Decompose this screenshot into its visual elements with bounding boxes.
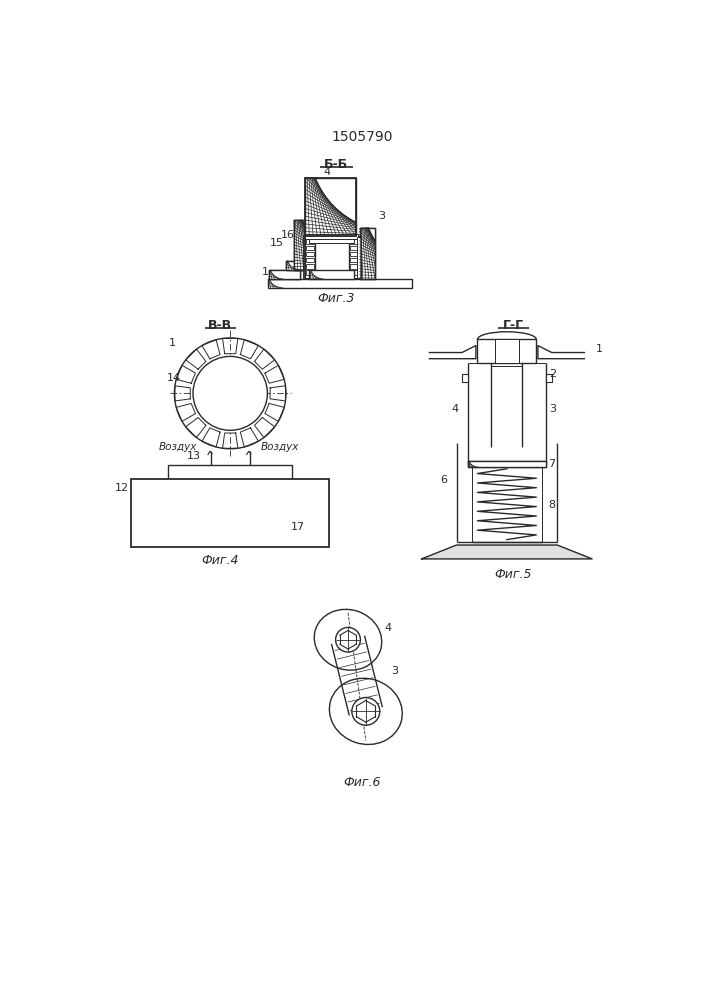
Bar	[305, 178, 356, 235]
Text: Фиг.3: Фиг.3	[317, 292, 355, 305]
Bar	[306, 239, 314, 244]
Text: Г-Г: Г-Г	[503, 319, 524, 332]
Text: 12: 12	[115, 483, 129, 493]
Text: 4: 4	[385, 623, 392, 633]
Text: В-В: В-В	[208, 319, 232, 332]
Bar	[356, 237, 361, 278]
Text: 1: 1	[262, 267, 269, 277]
Ellipse shape	[314, 609, 382, 670]
Text: 3: 3	[378, 211, 385, 221]
Text: 17: 17	[291, 522, 305, 532]
Text: Фиг.5: Фиг.5	[494, 568, 532, 581]
Bar	[306, 252, 314, 256]
Text: 14: 14	[168, 373, 182, 383]
Bar	[168, 465, 292, 479]
Bar	[305, 178, 356, 235]
Bar	[349, 239, 357, 244]
Bar	[131, 479, 329, 547]
Text: 13: 13	[187, 451, 201, 461]
Bar	[349, 270, 357, 275]
Text: Воздух: Воздух	[158, 442, 197, 452]
Bar	[309, 270, 354, 279]
Bar	[304, 235, 358, 279]
Text: Б-Б: Б-Б	[325, 158, 349, 171]
Text: 8: 8	[548, 500, 555, 510]
Bar	[293, 220, 305, 270]
Bar	[269, 270, 300, 279]
Text: 7: 7	[548, 459, 555, 469]
Ellipse shape	[329, 678, 402, 744]
Bar	[468, 461, 546, 467]
Text: 6: 6	[440, 475, 448, 485]
Bar	[306, 246, 314, 250]
Polygon shape	[429, 346, 476, 359]
Bar	[286, 261, 301, 270]
Bar	[305, 237, 315, 278]
Bar	[306, 258, 314, 262]
Bar	[495, 339, 518, 363]
Bar	[349, 237, 358, 278]
Bar	[360, 228, 375, 279]
Bar	[293, 220, 305, 270]
Bar	[309, 235, 354, 243]
Polygon shape	[421, 545, 592, 559]
Bar	[462, 374, 468, 382]
Text: 1: 1	[596, 344, 603, 354]
Text: Фиг.4: Фиг.4	[201, 554, 239, 567]
Polygon shape	[538, 346, 585, 359]
Text: 1: 1	[168, 338, 175, 348]
Text: 4: 4	[452, 404, 459, 414]
Bar	[269, 270, 300, 279]
Text: Воздух: Воздух	[260, 442, 299, 452]
Bar	[315, 242, 349, 274]
Circle shape	[352, 698, 380, 725]
Bar	[306, 264, 314, 269]
Text: 16: 16	[281, 231, 296, 240]
Circle shape	[336, 627, 361, 652]
Bar	[306, 270, 314, 275]
Bar	[349, 264, 357, 269]
Bar	[286, 261, 301, 270]
Text: 1505790: 1505790	[331, 130, 392, 144]
Bar	[268, 279, 411, 288]
Bar	[349, 246, 357, 250]
Bar	[477, 339, 537, 363]
Text: 4: 4	[324, 167, 331, 177]
Text: 2: 2	[549, 369, 556, 379]
Circle shape	[175, 338, 286, 449]
Text: 3: 3	[391, 666, 398, 676]
Text: 3: 3	[549, 404, 556, 414]
Circle shape	[193, 356, 267, 430]
Text: 15: 15	[269, 238, 284, 248]
Bar	[358, 235, 361, 278]
Bar	[305, 234, 358, 239]
Bar	[468, 461, 546, 467]
Text: Фиг.6: Фиг.6	[343, 776, 380, 789]
Bar	[349, 252, 357, 256]
Bar	[360, 228, 375, 279]
Bar	[546, 374, 552, 382]
Bar	[309, 270, 354, 279]
Bar	[349, 258, 357, 262]
